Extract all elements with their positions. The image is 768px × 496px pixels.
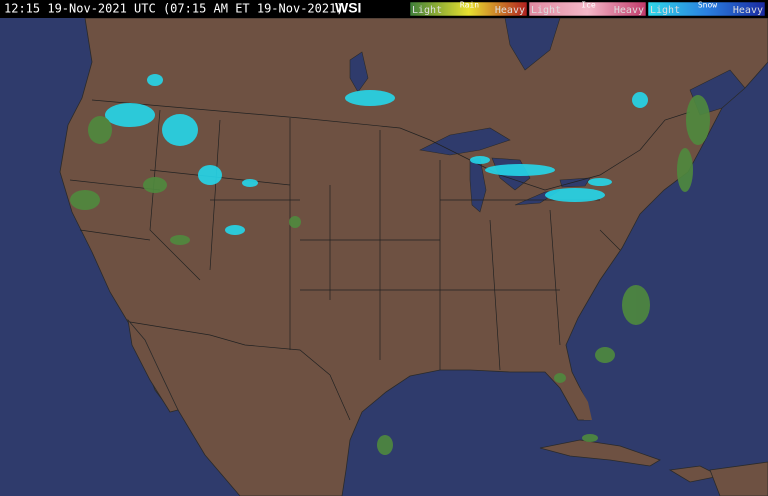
legend-low: Light	[412, 5, 442, 16]
precipitation	[70, 74, 710, 455]
lake-winnipeg	[349, 51, 369, 93]
legend-type: Snow	[698, 1, 717, 10]
legend-swatch	[409, 1, 528, 17]
rain-echoes	[70, 95, 710, 455]
legend-swatch	[528, 1, 647, 17]
lake-superior	[419, 127, 511, 156]
land	[59, 17, 768, 496]
legend-high: Heavy	[495, 5, 525, 16]
snow-echoes	[105, 74, 648, 235]
legend: Light Rain Heavy Light Ice Heavy Light Snow Heav…	[409, 1, 766, 17]
legend-type: Rain	[460, 1, 479, 10]
legend-high: Heavy	[614, 5, 644, 16]
land-florida-keys	[560, 372, 592, 420]
land-caribbean	[709, 461, 768, 496]
mexico-border	[129, 321, 351, 421]
legend-high: Heavy	[733, 5, 763, 16]
canada-border	[91, 99, 691, 191]
lake-ontario	[559, 177, 591, 188]
legend-swatch	[647, 1, 766, 17]
land-baja	[127, 318, 179, 413]
logo: WSI	[335, 0, 361, 16]
legend-low: Light	[531, 5, 561, 16]
timestamp: 12:15 19-Nov-2021 UTC (07:15 AM ET 19-No…	[4, 2, 344, 16]
legend-type: Ice	[581, 1, 596, 10]
legend-low: Light	[650, 5, 680, 16]
